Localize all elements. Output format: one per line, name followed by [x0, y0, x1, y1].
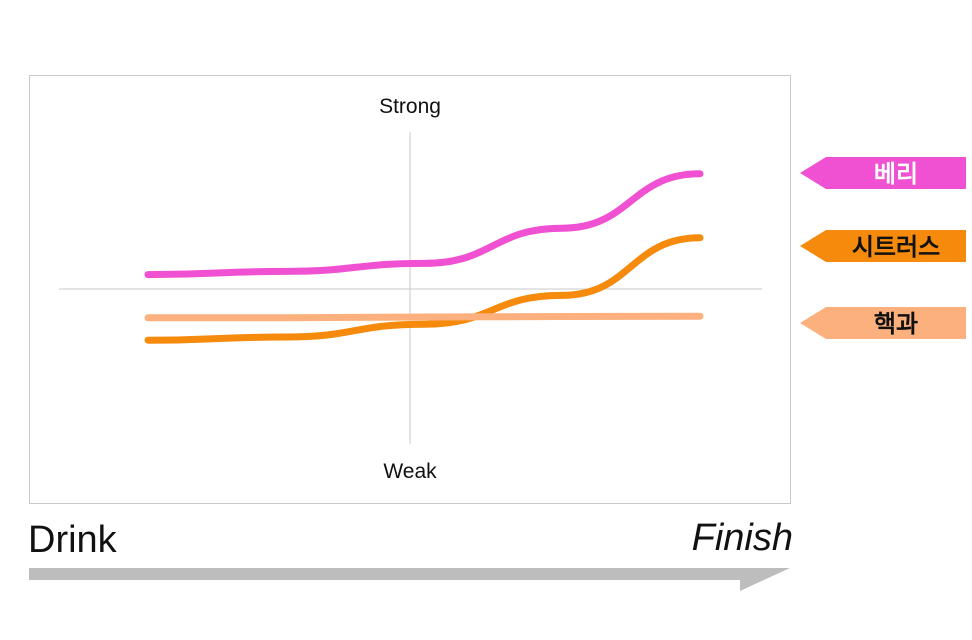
series-line-3 — [144, 312, 704, 322]
legend-tag-1: 베리 — [800, 157, 966, 189]
legend-tag-3: 핵과 — [800, 307, 966, 339]
y-top-label: Strong — [379, 95, 441, 118]
progress-arrow — [29, 568, 790, 591]
y-bottom-label: Weak — [383, 460, 437, 483]
legend-label-1: 베리 — [874, 160, 918, 188]
legend-swatch-2 — [800, 230, 966, 262]
x-end-label: Finish — [692, 517, 793, 559]
legend-tag-2: 시트러스 — [800, 230, 966, 262]
legend-swatch-1 — [800, 157, 966, 189]
series-layer — [144, 170, 704, 344]
legend-label-3: 핵과 — [874, 310, 918, 338]
x-start-label: Drink — [28, 519, 118, 561]
series-line-1 — [144, 170, 704, 279]
legend-label-2: 시트러스 — [852, 233, 940, 261]
legend-swatch-3 — [800, 307, 966, 339]
series-line-2 — [144, 234, 704, 344]
